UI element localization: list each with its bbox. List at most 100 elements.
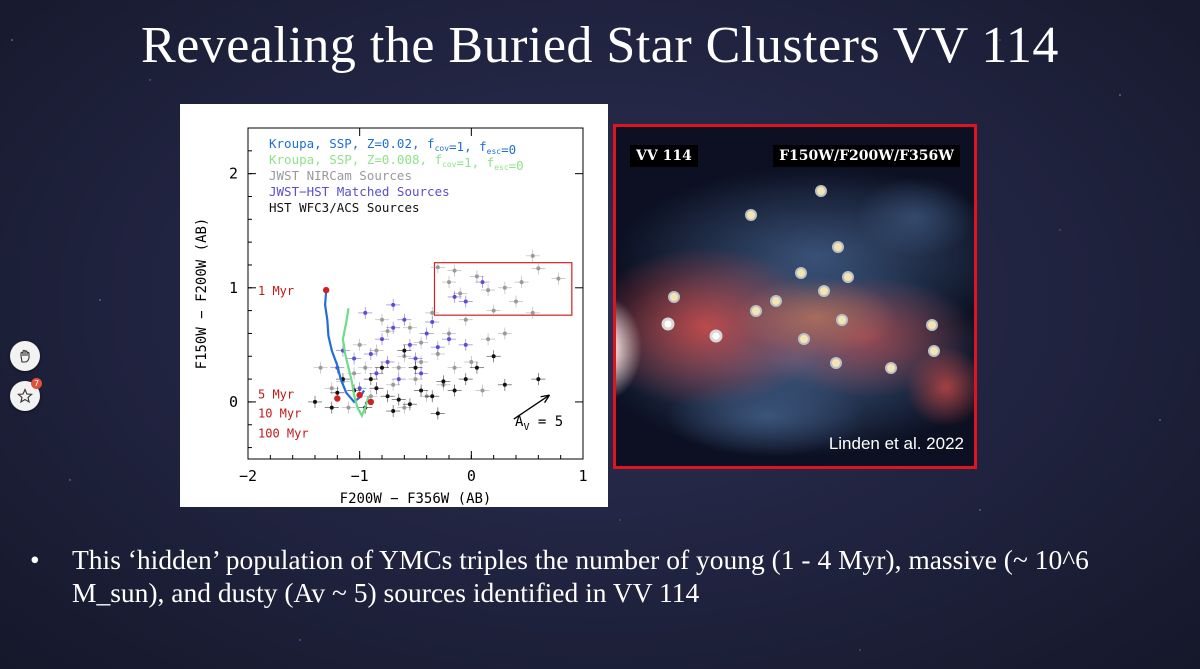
age-label: 1 Myr: [258, 284, 294, 298]
hst-point: [435, 411, 440, 416]
matched-point: [385, 359, 390, 364]
hst-point: [402, 348, 407, 353]
nircam-point: [486, 288, 491, 293]
galaxy-image: [616, 127, 974, 466]
plot-frame: [247, 127, 584, 460]
slide-title: Revealing the Buried Star Clusters VV 11…: [141, 17, 1059, 74]
matched-point: [463, 342, 468, 347]
age-label: 10 Myr: [258, 407, 301, 421]
matched-point: [435, 345, 440, 350]
hst-point: [419, 388, 424, 393]
matched-point: [402, 317, 407, 322]
hst-point: [329, 405, 334, 410]
nircam-point: [391, 382, 396, 387]
matched-point: [413, 356, 418, 361]
nircam-point: [380, 317, 384, 322]
nircam-point: [435, 351, 440, 356]
nircam-point: [530, 253, 535, 258]
y-tick-label: 0: [229, 393, 238, 411]
y-tick-label: 2: [229, 165, 238, 183]
matched-point: [480, 280, 485, 285]
nircam-point: [536, 266, 541, 271]
nircam-point: [556, 276, 561, 281]
legend-entry: HST WFC3/ACS Sources: [269, 200, 420, 215]
nircam-point: [363, 365, 368, 370]
nircam-point: [318, 365, 323, 370]
nircam-point: [452, 365, 457, 370]
nircam-point: [385, 329, 390, 334]
matched-point: [391, 325, 396, 330]
nircam-point: [463, 317, 468, 322]
hst-point: [374, 386, 379, 391]
nircam-point: [530, 310, 535, 315]
bullet-icon: •: [30, 544, 40, 575]
hst-point: [474, 365, 479, 370]
nircam-point: [491, 308, 496, 313]
matched-point: [463, 299, 468, 304]
age-label: 5 Myr: [258, 388, 294, 402]
x-tick-label: 1: [578, 467, 587, 485]
image-credit: Linden et al. 2022: [828, 434, 964, 453]
nircam-point: [519, 280, 524, 285]
nircam-point: [452, 268, 457, 273]
hst-point: [407, 402, 412, 407]
matched-point: [374, 371, 379, 376]
matched-point: [447, 337, 451, 342]
age-marker: [356, 391, 363, 399]
nircam-point: [502, 285, 507, 290]
hst-point: [536, 377, 541, 382]
matched-point: [452, 294, 457, 299]
hst-point: [368, 377, 373, 382]
x-axis-label: F200W − F356W (AB): [340, 491, 492, 507]
nircam-point: [396, 365, 401, 370]
legend-entry: JWST NIRCam Sources: [269, 168, 412, 183]
image-label-right: F150W/F200W/F356W: [773, 145, 960, 167]
nircam-point: [502, 331, 507, 336]
x-tick-label: 0: [467, 467, 476, 485]
nircam-point: [402, 405, 407, 410]
nircam-point: [419, 359, 424, 364]
bullet-text: This ‘hidden’ population of YMCs triples…: [72, 544, 1089, 608]
nircam-point: [413, 377, 418, 382]
legend-entry: JWST−HST Matched Sources: [269, 184, 450, 199]
matched-point: [352, 356, 357, 361]
favorite-button[interactable]: 7: [10, 378, 42, 411]
y-tick-label: 1: [229, 279, 238, 297]
matched-point: [363, 310, 368, 315]
nircam-point: [407, 325, 412, 330]
age-label: 100 Myr: [258, 427, 309, 441]
nircam-point: [480, 388, 485, 393]
matched-point: [380, 337, 384, 342]
legend-entry: Kroupa, SSP, Z=0.008, fcov=1, fesc=0: [269, 152, 524, 173]
matched-point: [424, 331, 429, 336]
y-axis-label: F150W − F200W (AB): [194, 218, 210, 370]
nircam-point: [435, 265, 440, 270]
nircam-point: [514, 299, 518, 304]
hst-point: [413, 365, 418, 370]
highlight-box: [433, 262, 573, 316]
hst-point: [380, 365, 384, 370]
matched-point: [396, 377, 401, 382]
hst-point: [313, 399, 317, 404]
image-label-left: VV 114: [630, 145, 698, 167]
age-marker: [334, 395, 341, 402]
chart-svg: −2 −1 0 1 0 1 2 F200W − F356W (AB) F150W − F200W…: [194, 127, 588, 507]
nircam-point: [486, 337, 491, 342]
hst-point: [396, 397, 401, 402]
matched-point: [419, 371, 424, 376]
nircam-point: [352, 371, 357, 376]
hst-point: [452, 388, 457, 393]
hand-icon: [20, 349, 30, 363]
extinction-label: AV = 5: [515, 414, 563, 433]
hst-point: [502, 382, 507, 387]
star-icon: [17, 388, 33, 404]
hst-point: [441, 379, 446, 384]
model-track: [341, 308, 370, 419]
hand-pointer-button[interactable]: [10, 341, 40, 371]
hst-point: [430, 394, 435, 399]
x-tick-label: −2: [239, 467, 257, 485]
matched-point: [391, 302, 396, 307]
hst-point: [391, 409, 396, 414]
age-marker: [367, 398, 375, 406]
notification-badge: 7: [31, 378, 42, 389]
